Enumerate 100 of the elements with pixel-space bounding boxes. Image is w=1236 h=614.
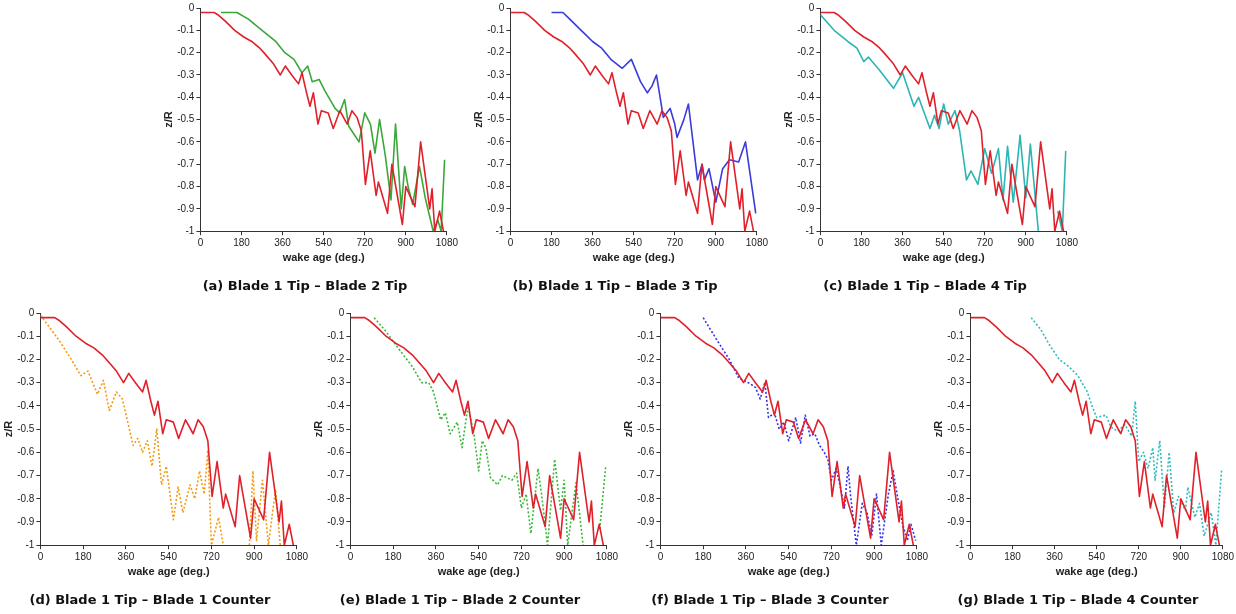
y-tick-label: -0.5 [327, 422, 345, 434]
y-axis-title: z/R [161, 111, 174, 128]
y-axis-title: z/R [311, 420, 324, 438]
y-tick-label: -0.2 [487, 46, 505, 58]
x-tick-label: 360 [274, 236, 292, 248]
x-tick-label: 900 [707, 236, 725, 248]
x-tick-label: 540 [470, 550, 488, 562]
x-tick-label: 900 [1172, 550, 1190, 562]
y-tick-label: -0.5 [947, 422, 965, 434]
y-tick-label: -0.2 [797, 46, 815, 58]
y-tick-label: -0.4 [797, 91, 815, 103]
x-tick-label: 720 [203, 550, 221, 562]
x-tick-label: 720 [666, 236, 684, 248]
x-tick-label: 0 [507, 236, 514, 248]
x-tick-label: 1080 [595, 550, 619, 562]
y-tick-label: -0.9 [327, 515, 345, 527]
text: (f) Blade 1 Tip – Blade 3 Counter [651, 591, 890, 607]
y-tick-label: -0.8 [177, 180, 195, 192]
x-tick-label: 0 [37, 550, 44, 562]
x-axis-title: wake age (deg.) [591, 250, 675, 263]
x-axis-title: wake age (deg.) [436, 564, 520, 577]
y-tick-label: -0.3 [17, 376, 35, 388]
x-axis-title: wake age (deg.) [126, 564, 210, 577]
x-tick-label: 900 [245, 550, 263, 562]
y-tick-label: -0.2 [177, 46, 195, 58]
y-tick-label: -0.7 [637, 469, 655, 481]
text: (g) Blade 1 Tip – Blade 4 Counter [957, 591, 1200, 607]
x-tick-label: 900 [555, 550, 573, 562]
y-tick-label: 0 [808, 1, 815, 13]
x-tick-label: 180 [853, 236, 871, 248]
x-tick-label: 1080 [1211, 550, 1235, 562]
y-tick-label: -0.9 [947, 515, 965, 527]
y-tick-label: -0.7 [177, 157, 195, 169]
y-tick-label: -0.6 [17, 446, 35, 458]
y-tick-label: -0.4 [637, 399, 655, 411]
y-tick-label: 0 [648, 306, 655, 318]
y-tick-label: -0.9 [177, 202, 195, 214]
y-tick-label: -0.1 [177, 24, 195, 36]
y-tick-label: -0.6 [487, 135, 505, 147]
text: (b) Blade 1 Tip – Blade 3 Tip [512, 277, 718, 293]
y-tick-label: -0.7 [797, 157, 815, 169]
x-axis-title: wake age (deg.) [746, 564, 830, 577]
y-tick-label: -0.8 [487, 180, 505, 192]
y-tick-label: -0.7 [947, 469, 965, 481]
y-tick-label: -0.4 [327, 399, 345, 411]
y-tick-label: -0.5 [17, 422, 35, 434]
x-tick-label: 720 [1130, 550, 1148, 562]
y-tick-label: -0.1 [797, 24, 815, 36]
y-tick-label: -1 [495, 224, 505, 236]
y-tick-label: -0.4 [487, 91, 505, 103]
x-tick-label: 0 [347, 550, 354, 562]
y-tick-label: -0.6 [177, 135, 195, 147]
y-tick-label: -0.6 [637, 446, 655, 458]
y-tick-label: 0 [188, 1, 195, 13]
line-series [702, 316, 917, 546]
y-tick-label: -0.7 [487, 157, 505, 169]
y-axis-title: z/R [621, 420, 634, 438]
y-tick-label: -0.1 [487, 24, 505, 36]
y-tick-label: -0.3 [327, 376, 345, 388]
y-axis-title: z/R [781, 111, 794, 128]
x-tick-label: 180 [74, 550, 92, 562]
y-tick-label: -0.9 [17, 515, 35, 527]
y-tick-label: -0.9 [637, 515, 655, 527]
y-tick-label: -0.8 [947, 492, 965, 504]
y-tick-label: -1 [805, 224, 815, 236]
y-tick-label: -0.2 [17, 353, 35, 365]
y-tick-label: -0.3 [487, 68, 505, 80]
x-axis-title: wake age (deg.) [281, 250, 365, 263]
y-tick-label: 0 [338, 306, 345, 318]
x-tick-label: 540 [160, 550, 178, 562]
x-tick-label: 720 [976, 236, 994, 248]
y-tick-label: -0.8 [797, 180, 815, 192]
y-tick-label: -0.5 [487, 113, 505, 125]
y-tick-label: -0.4 [947, 399, 965, 411]
y-tick-label: -0.9 [797, 202, 815, 214]
y-tick-label: -1 [25, 538, 35, 550]
y-tick-label: -0.9 [487, 202, 505, 214]
y-tick-label: -0.8 [327, 492, 345, 504]
x-tick-label: 900 [1017, 236, 1035, 248]
y-tick-label: -0.7 [17, 469, 35, 481]
x-tick-label: 360 [1046, 550, 1064, 562]
x-tick-label: 1080 [435, 236, 459, 248]
x-tick-label: 180 [543, 236, 561, 248]
y-tick-label: 0 [958, 306, 965, 318]
y-tick-label: -1 [185, 224, 195, 236]
x-tick-label: 540 [780, 550, 798, 562]
y-tick-label: -0.2 [947, 353, 965, 365]
x-axis-title: wake age (deg.) [901, 250, 985, 263]
x-tick-label: 0 [197, 236, 204, 248]
x-tick-label: 360 [894, 236, 912, 248]
x-axis-title: wake age (deg.) [1054, 564, 1138, 577]
y-tick-label: -0.4 [17, 399, 35, 411]
y-tick-label: -0.6 [327, 446, 345, 458]
y-tick-label: -0.8 [637, 492, 655, 504]
text: (e) Blade 1 Tip – Blade 2 Counter [339, 591, 581, 607]
x-tick-label: 0 [657, 550, 664, 562]
y-tick-label: -0.3 [177, 68, 195, 80]
x-tick-label: 540 [935, 236, 953, 248]
y-tick-label: -0.6 [947, 446, 965, 458]
y-tick-label: -0.3 [637, 376, 655, 388]
